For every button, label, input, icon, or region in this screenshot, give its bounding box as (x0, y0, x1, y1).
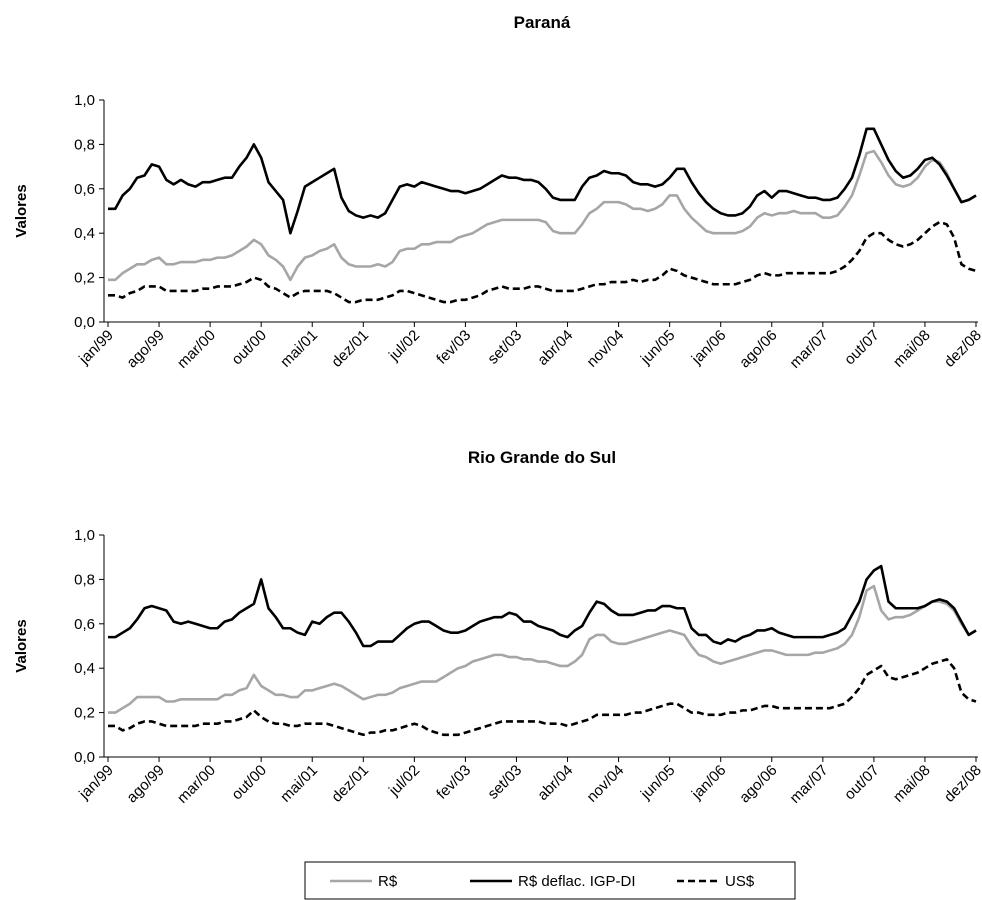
y-tick-label: 0,4 (74, 660, 95, 677)
y-tick-label: 1,0 (74, 527, 95, 544)
x-tick-label: mai/08 (890, 327, 934, 371)
y-axis-label: Valores (13, 619, 30, 672)
y-tick-label: 0,0 (74, 749, 95, 766)
y-tick-label: 0,6 (74, 181, 95, 198)
x-tick-label: mar/07 (787, 327, 832, 372)
legend-label: US$ (725, 873, 755, 890)
x-tick-label: ago/06 (736, 327, 780, 371)
chart-title: Rio Grande do Sul (468, 448, 616, 467)
x-tick-label: jul/02 (385, 762, 423, 800)
series-line (108, 658, 977, 737)
x-tick-label: out/00 (228, 327, 270, 369)
legend-label: R$ deflac. IGP-DI (518, 873, 636, 890)
x-tick-label: abr/04 (534, 762, 576, 804)
x-tick-label: out/07 (841, 327, 883, 369)
x-tick-label: mar/00 (174, 327, 219, 372)
series-line (108, 584, 977, 714)
x-tick-label: out/07 (841, 762, 883, 804)
y-tick-label: 0,8 (74, 136, 95, 153)
x-tick-label: mai/01 (277, 762, 321, 806)
y-tick-label: 0,2 (74, 270, 95, 287)
x-tick-label: jan/06 (688, 762, 730, 804)
chart-title: Paraná (514, 13, 571, 32)
y-tick-label: 1,0 (74, 92, 95, 109)
x-tick-label: nov/04 (584, 762, 628, 806)
y-tick-label: 0,6 (74, 616, 95, 633)
x-tick-label: jun/05 (637, 762, 679, 804)
x-tick-label: mar/00 (174, 762, 219, 807)
x-tick-label: jan/99 (75, 327, 117, 369)
y-axis-label: Valores (13, 184, 30, 237)
x-tick-label: out/00 (228, 762, 270, 804)
x-tick-label: abr/04 (534, 327, 576, 369)
x-tick-label: set/03 (484, 327, 525, 368)
x-tick-label: fev/03 (433, 327, 474, 368)
y-tick-label: 0,4 (74, 225, 95, 242)
x-tick-label: dez/01 (328, 762, 372, 806)
series-line (108, 127, 977, 235)
x-tick-label: mar/07 (787, 762, 832, 807)
x-tick-label: jan/99 (75, 762, 117, 804)
x-tick-label: nov/04 (584, 327, 628, 371)
y-tick-label: 0,0 (74, 314, 95, 331)
x-tick-label: ago/06 (736, 762, 780, 806)
y-tick-label: 0,8 (74, 571, 95, 588)
x-tick-label: mai/01 (277, 327, 321, 371)
series-line (108, 149, 977, 282)
x-tick-label: fev/03 (433, 762, 474, 803)
x-tick-label: dez/08 (941, 762, 982, 806)
legend-label: R$ (378, 873, 398, 890)
y-tick-label: 0,2 (74, 705, 95, 722)
x-tick-label: set/03 (484, 762, 525, 803)
x-tick-label: ago/99 (123, 327, 167, 371)
series-line (108, 564, 977, 648)
x-tick-label: dez/01 (328, 327, 372, 371)
x-tick-label: ago/99 (123, 762, 167, 806)
x-tick-label: dez/08 (941, 327, 982, 371)
x-tick-label: mai/08 (890, 762, 934, 806)
series-line (108, 220, 977, 304)
x-tick-label: jan/06 (688, 327, 730, 369)
x-tick-label: jun/05 (637, 327, 679, 369)
x-tick-label: jul/02 (385, 327, 423, 365)
